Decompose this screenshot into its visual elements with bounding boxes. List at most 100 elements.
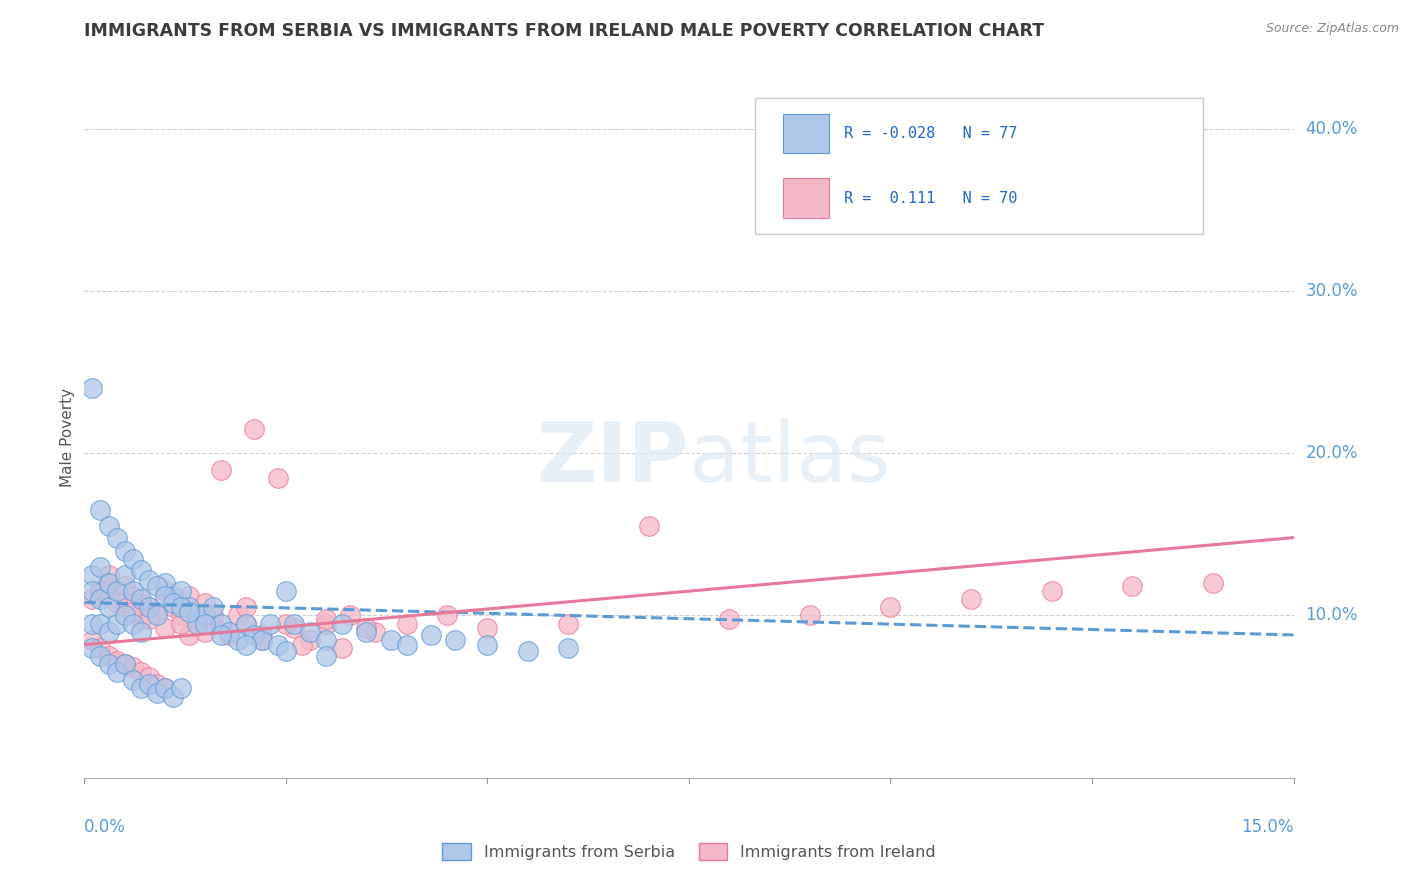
Point xyxy=(259,616,281,631)
Text: R =  0.111   N = 70: R = 0.111 N = 70 xyxy=(844,191,1017,205)
Point xyxy=(444,632,467,647)
Point xyxy=(105,584,128,599)
Point xyxy=(121,584,143,599)
Point xyxy=(97,568,120,582)
Point xyxy=(170,600,193,615)
Point xyxy=(97,657,120,672)
Point xyxy=(299,624,322,639)
Point xyxy=(153,681,176,696)
Point xyxy=(799,608,821,623)
Point xyxy=(89,584,111,599)
Point xyxy=(186,612,208,626)
Point xyxy=(82,632,104,647)
Point xyxy=(250,632,273,647)
Point xyxy=(89,648,111,663)
Point xyxy=(218,624,240,639)
Point xyxy=(153,584,176,599)
Point xyxy=(436,608,458,623)
Point xyxy=(89,640,111,655)
Text: 0.0%: 0.0% xyxy=(84,818,127,836)
Point xyxy=(380,632,402,647)
Point xyxy=(146,605,169,619)
Point xyxy=(1040,584,1063,599)
Point xyxy=(283,622,305,636)
Point xyxy=(146,676,169,690)
Bar xyxy=(783,178,830,218)
Point xyxy=(82,381,104,395)
Text: IMMIGRANTS FROM SERBIA VS IMMIGRANTS FROM IRELAND MALE POVERTY CORRELATION CHART: IMMIGRANTS FROM SERBIA VS IMMIGRANTS FRO… xyxy=(84,22,1045,40)
Point xyxy=(1121,579,1143,593)
Text: 10.0%: 10.0% xyxy=(1306,607,1358,624)
Point xyxy=(170,681,193,696)
Point xyxy=(138,573,160,587)
Point xyxy=(146,579,169,593)
Point xyxy=(395,616,418,631)
Point xyxy=(153,622,176,636)
FancyBboxPatch shape xyxy=(755,98,1204,234)
Point xyxy=(291,638,314,652)
Point xyxy=(186,616,208,631)
Point xyxy=(170,584,193,599)
Point xyxy=(356,624,378,639)
Point xyxy=(138,676,160,690)
Point xyxy=(105,665,128,680)
Point xyxy=(105,584,128,599)
Point xyxy=(557,640,579,655)
Point xyxy=(299,632,322,647)
Point xyxy=(89,584,111,599)
Point xyxy=(330,640,353,655)
Point xyxy=(129,592,152,607)
Point xyxy=(637,519,659,533)
Text: atlas: atlas xyxy=(689,418,890,499)
Point xyxy=(226,632,249,647)
Point xyxy=(209,462,232,476)
Point xyxy=(274,584,297,599)
Point xyxy=(235,638,257,652)
Text: 30.0%: 30.0% xyxy=(1306,282,1358,300)
Point xyxy=(153,576,176,591)
Point xyxy=(194,624,217,639)
Point xyxy=(146,686,169,700)
Point xyxy=(153,681,176,696)
Point xyxy=(339,608,361,623)
Text: ZIP: ZIP xyxy=(537,418,689,499)
Point xyxy=(283,616,305,631)
Point xyxy=(242,628,264,642)
Point xyxy=(121,605,143,619)
Point xyxy=(242,422,264,436)
Point xyxy=(129,612,152,626)
Text: 20.0%: 20.0% xyxy=(1306,444,1358,462)
Point xyxy=(202,616,225,631)
Point xyxy=(97,624,120,639)
Point xyxy=(960,592,983,607)
Point xyxy=(114,657,136,672)
Point xyxy=(315,632,337,647)
Point xyxy=(121,551,143,566)
Point xyxy=(89,616,111,631)
Text: 15.0%: 15.0% xyxy=(1241,818,1294,836)
Point xyxy=(209,616,232,631)
Point xyxy=(162,600,184,615)
Point xyxy=(138,670,160,684)
Point xyxy=(235,616,257,631)
Point xyxy=(105,616,128,631)
Point xyxy=(153,589,176,603)
Point xyxy=(477,622,499,636)
Point xyxy=(82,640,104,655)
Point xyxy=(718,612,741,626)
Point xyxy=(129,595,152,609)
Point xyxy=(89,592,111,607)
Point xyxy=(179,605,201,619)
Point xyxy=(315,648,337,663)
Text: 40.0%: 40.0% xyxy=(1306,120,1358,138)
Point xyxy=(194,616,217,631)
Point xyxy=(250,632,273,647)
Point xyxy=(209,628,232,642)
Point xyxy=(363,624,385,639)
Point xyxy=(129,624,152,639)
Point xyxy=(97,600,120,615)
Point xyxy=(330,616,353,631)
Point xyxy=(114,608,136,623)
Point xyxy=(105,595,128,609)
Point xyxy=(516,644,538,658)
